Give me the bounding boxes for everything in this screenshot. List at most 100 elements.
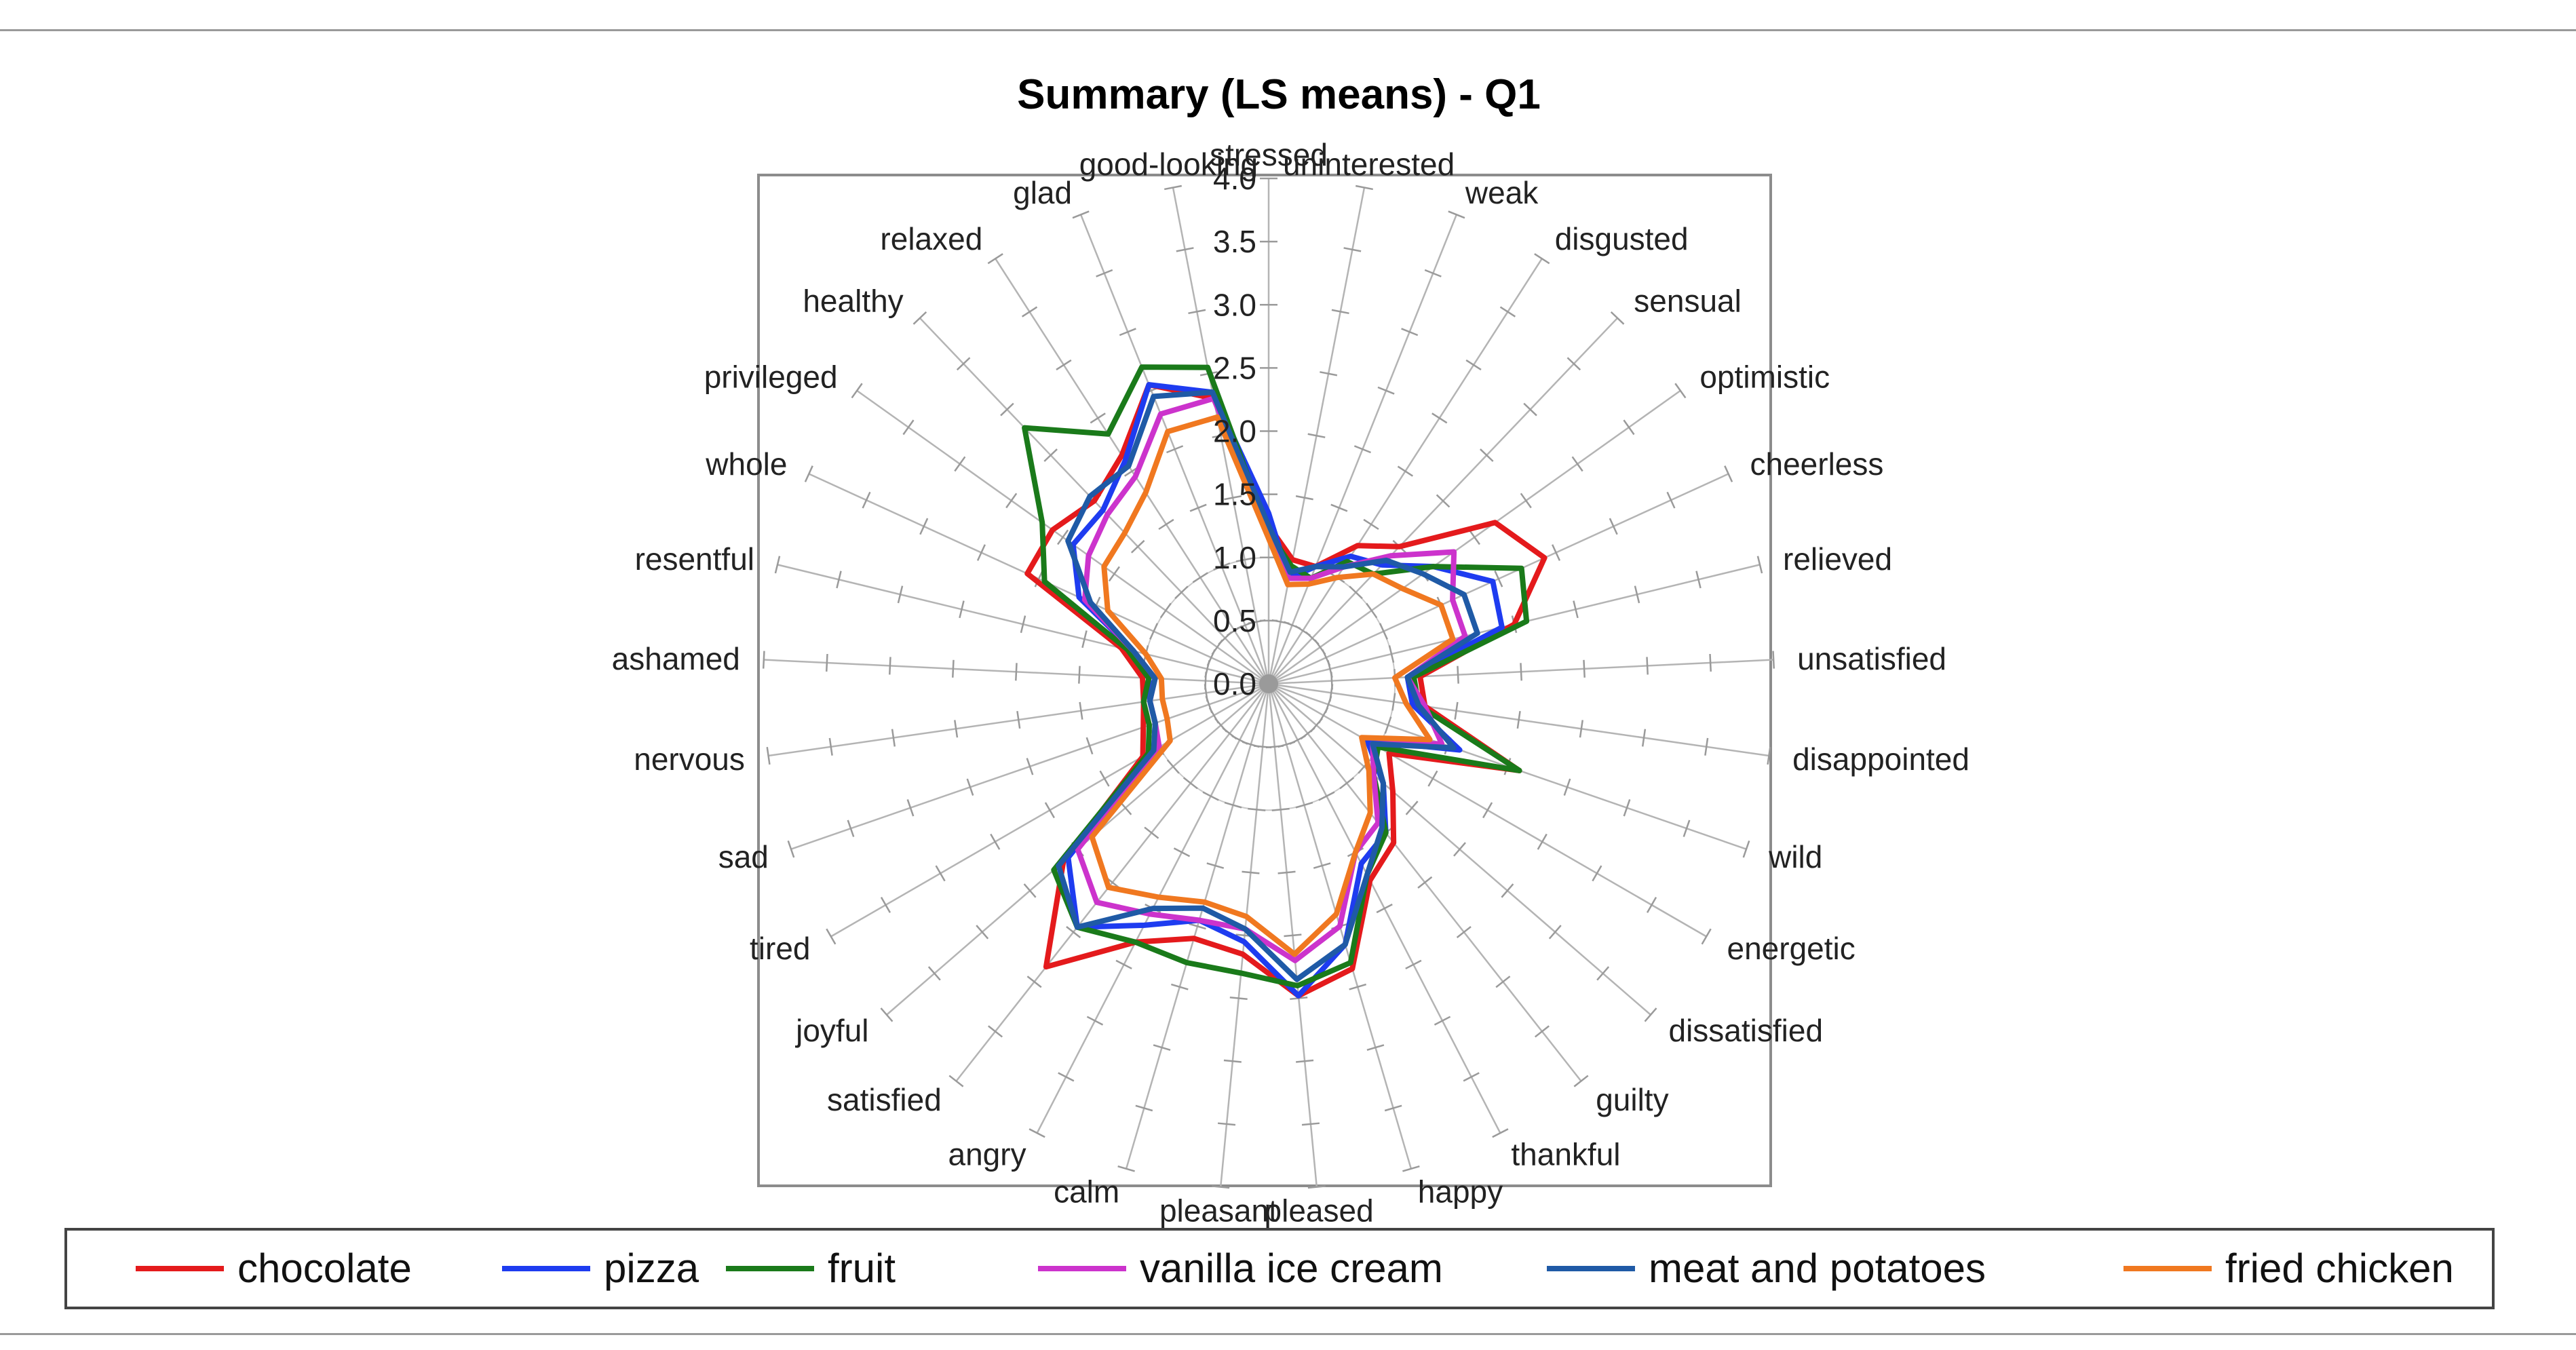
axis-tick bbox=[1457, 666, 1459, 684]
axis-tick bbox=[1057, 529, 1069, 545]
axis-tick bbox=[976, 925, 989, 940]
category-label-angry: angry bbox=[948, 1136, 1026, 1172]
axis-tick bbox=[948, 1075, 964, 1087]
axis-tick bbox=[1424, 269, 1442, 277]
axis-tick bbox=[919, 518, 929, 535]
category-label-whole: whole bbox=[705, 446, 787, 482]
axis-tick bbox=[1641, 729, 1647, 747]
axis-tick bbox=[1494, 570, 1503, 587]
axis-tick bbox=[847, 819, 855, 837]
axis-tick bbox=[1520, 493, 1532, 509]
axis-tick bbox=[1026, 758, 1034, 775]
category-label-cheerless: cheerless bbox=[1750, 446, 1884, 482]
axis-tick bbox=[1166, 759, 1180, 774]
category-label-relaxed: relaxed bbox=[880, 221, 982, 256]
r-tick-label: 0.5 bbox=[1213, 603, 1256, 638]
axis-tick bbox=[1206, 862, 1225, 869]
axis-tick bbox=[1363, 518, 1379, 531]
category-label-nervous: nervous bbox=[634, 741, 745, 777]
axis-tick bbox=[897, 585, 904, 604]
r-tick-label: 2.5 bbox=[1213, 350, 1256, 385]
axis-tick bbox=[1377, 386, 1395, 395]
axis-tick bbox=[1596, 966, 1610, 981]
r-tick-label: 2.0 bbox=[1213, 414, 1256, 449]
axis-tick bbox=[1277, 870, 1296, 874]
axis-tick bbox=[1086, 1016, 1104, 1026]
axis-tick bbox=[1343, 247, 1362, 252]
axis-tick bbox=[828, 737, 833, 756]
axis-tick bbox=[766, 746, 771, 765]
axis-tick bbox=[889, 657, 891, 675]
category-label-satisfied: satisfied bbox=[827, 1082, 942, 1117]
axis-tick bbox=[1202, 791, 1219, 801]
category-label-sad: sad bbox=[718, 839, 769, 874]
axis-tick bbox=[1448, 210, 1465, 219]
legend-label-meat-and-potatoes: meat and potatoes bbox=[1649, 1246, 1986, 1291]
axis-tick bbox=[1573, 1075, 1589, 1087]
axis-tick bbox=[1026, 976, 1042, 988]
category-label-ashamed: ashamed bbox=[612, 641, 740, 676]
category-label-glad: glad bbox=[1013, 175, 1072, 210]
category-label-unsatisfied: unsatisfied bbox=[1797, 641, 1946, 676]
axis-tick bbox=[1366, 602, 1378, 619]
axis-tick bbox=[1355, 185, 1373, 191]
r-tick-label: 0.0 bbox=[1213, 666, 1256, 701]
axis-tick bbox=[1349, 983, 1367, 990]
axis-tick bbox=[1229, 997, 1248, 1000]
series-chocolate-line bbox=[1024, 382, 1547, 999]
category-label-sensual: sensual bbox=[1634, 284, 1742, 319]
axis-tick bbox=[1224, 801, 1242, 809]
axis-tick bbox=[1610, 311, 1625, 325]
axis-tick bbox=[1079, 701, 1083, 720]
axis-tick bbox=[954, 456, 966, 472]
axis-tick bbox=[1149, 623, 1159, 640]
axis-tick bbox=[891, 729, 896, 747]
axis-tick bbox=[1579, 720, 1583, 738]
axis-tick bbox=[956, 357, 971, 371]
top-rule bbox=[0, 29, 2576, 31]
axis-tick bbox=[1501, 883, 1514, 898]
category-label-privileged: privileged bbox=[704, 360, 838, 395]
category-label-weak: weak bbox=[1465, 175, 1539, 210]
axis-tick bbox=[1366, 1044, 1385, 1051]
axis-tick bbox=[1023, 883, 1037, 898]
axis-tick bbox=[1492, 1128, 1509, 1138]
category-label-disappointed: disappointed bbox=[1792, 741, 1969, 777]
axis-tick bbox=[1284, 933, 1302, 938]
axis-tick bbox=[1623, 799, 1631, 817]
legend: chocolate pizza fruit vanilla ice cream meat… bbox=[136, 1246, 2454, 1291]
axis-tick bbox=[902, 419, 915, 436]
axis-tick bbox=[1099, 770, 1110, 787]
axis-tick bbox=[1742, 840, 1750, 858]
axis-tick bbox=[1058, 1072, 1075, 1082]
axis-tick bbox=[906, 799, 915, 817]
axis-tick bbox=[1176, 247, 1194, 252]
axis-tick bbox=[1456, 925, 1472, 939]
axis-tick bbox=[976, 544, 986, 561]
axis-tick bbox=[1566, 357, 1581, 371]
axis-tick bbox=[1454, 701, 1459, 720]
axis-tick bbox=[935, 865, 946, 882]
axis-tick bbox=[1482, 802, 1493, 819]
series-layer bbox=[1022, 364, 1547, 999]
series-fruit-line bbox=[1022, 364, 1530, 988]
axis-tick bbox=[1000, 402, 1014, 417]
axis-tick bbox=[1353, 445, 1371, 454]
axis-tick bbox=[1296, 1059, 1314, 1063]
axis-tick bbox=[1085, 737, 1094, 755]
axis-tick bbox=[1552, 544, 1561, 561]
axis-tick bbox=[1307, 1185, 1326, 1189]
category-label-optimistic: optimistic bbox=[1699, 360, 1830, 395]
legend-label-vanilla-ice-cream: vanilla ice cream bbox=[1140, 1246, 1443, 1291]
axis-tick bbox=[1480, 448, 1494, 462]
axis-tick bbox=[826, 928, 837, 945]
axis-tick bbox=[1119, 328, 1136, 336]
category-label-wild: wild bbox=[1768, 839, 1822, 874]
axis-tick bbox=[1242, 870, 1260, 874]
axis-tick bbox=[1318, 791, 1335, 801]
category-label-good-looking: good-looking bbox=[1079, 147, 1258, 182]
axis-tick bbox=[1434, 1016, 1451, 1026]
axis-tick bbox=[1164, 185, 1183, 191]
axis-tick bbox=[1173, 847, 1191, 857]
category-label-tired: tired bbox=[750, 931, 810, 966]
